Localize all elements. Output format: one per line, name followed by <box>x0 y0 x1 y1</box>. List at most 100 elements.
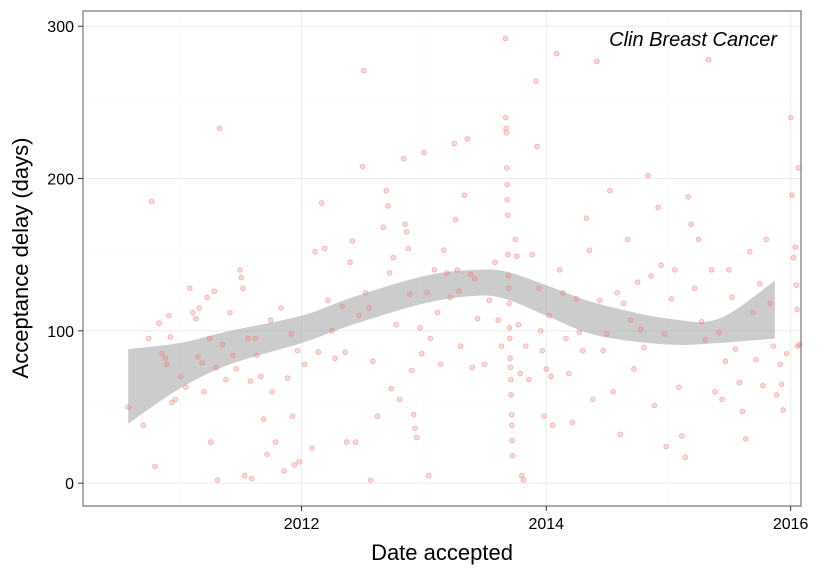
data-point <box>268 317 274 323</box>
data-point <box>783 350 790 357</box>
data-point <box>631 366 637 372</box>
data-point <box>604 331 610 337</box>
y-tick-label: 0 <box>65 476 74 493</box>
data-point <box>648 273 654 279</box>
y-axis-title: Acceptance delay (days) <box>8 138 33 379</box>
data-point <box>624 236 631 243</box>
data-point <box>374 413 381 419</box>
data-point <box>793 282 800 288</box>
data-point <box>663 443 669 450</box>
data-point <box>503 125 509 132</box>
data-point <box>498 343 505 349</box>
data-points <box>125 35 803 483</box>
data-point <box>469 364 476 371</box>
data-point <box>403 229 410 235</box>
data-point <box>600 347 606 354</box>
data-point <box>594 58 600 65</box>
data-point <box>461 192 468 199</box>
data-point <box>385 203 391 209</box>
data-point <box>148 198 155 205</box>
data-point <box>318 200 325 206</box>
data-point <box>269 389 275 395</box>
data-point <box>505 273 512 279</box>
data-point <box>193 315 199 322</box>
data-point <box>747 248 753 255</box>
x-tick-label: 2012 <box>284 516 320 533</box>
data-point <box>199 360 205 366</box>
x-tick-label: 2016 <box>773 516 809 533</box>
data-point <box>553 50 560 57</box>
data-point <box>661 331 668 337</box>
data-point <box>342 349 348 355</box>
data-point <box>792 244 799 250</box>
data-point <box>750 309 756 316</box>
data-point <box>753 357 759 363</box>
data-point <box>474 315 481 322</box>
data-point <box>688 221 694 227</box>
data-point <box>390 254 397 261</box>
data-point <box>441 247 447 253</box>
data-point <box>716 329 722 336</box>
data-point <box>388 385 395 392</box>
x-tick-label: 2014 <box>528 516 564 533</box>
data-point <box>312 248 318 255</box>
data-point <box>794 306 800 313</box>
data-point <box>400 155 407 162</box>
data-point <box>492 259 498 266</box>
data-point <box>549 422 556 429</box>
data-point <box>383 187 390 194</box>
data-point <box>177 373 184 380</box>
data-point <box>729 294 735 301</box>
data-point <box>507 355 513 362</box>
data-point <box>508 376 514 383</box>
data-point <box>230 352 236 358</box>
data-point <box>519 472 525 479</box>
data-point <box>732 346 739 352</box>
data-point <box>301 361 308 368</box>
data-point <box>152 463 158 470</box>
data-point <box>708 267 715 273</box>
data-point <box>520 477 527 483</box>
data-point <box>506 300 512 307</box>
data-point <box>580 347 586 354</box>
data-point <box>566 370 572 377</box>
data-point <box>569 419 576 425</box>
y-tick-label: 200 <box>47 172 74 189</box>
data-point <box>607 187 613 194</box>
data-point <box>705 56 712 63</box>
data-point <box>396 396 403 403</box>
data-point <box>679 433 685 439</box>
data-point <box>637 326 644 333</box>
data-point <box>736 379 743 386</box>
data-point <box>505 251 511 258</box>
data-point <box>393 322 400 328</box>
data-point <box>548 373 554 380</box>
data-point <box>641 344 647 351</box>
data-point <box>237 267 243 273</box>
data-point <box>560 290 566 296</box>
data-point <box>503 130 510 136</box>
data-point <box>597 297 603 304</box>
data-point <box>486 297 493 304</box>
data-point <box>408 367 415 374</box>
data-point <box>434 309 441 316</box>
data-point <box>726 267 732 273</box>
data-point <box>145 335 152 342</box>
smooth-band <box>128 269 775 424</box>
data-point <box>546 312 553 319</box>
data-point <box>208 439 214 445</box>
data-point <box>140 422 147 429</box>
data-point <box>503 114 509 121</box>
data-point <box>698 318 705 325</box>
data-point <box>421 149 427 156</box>
data-point <box>162 355 169 362</box>
data-point <box>452 216 459 223</box>
data-point <box>288 331 294 337</box>
data-point <box>240 285 246 291</box>
plot-border <box>82 10 802 507</box>
data-point <box>777 361 783 368</box>
data-point <box>356 312 362 319</box>
data-point <box>325 297 331 304</box>
data-point <box>386 270 393 276</box>
